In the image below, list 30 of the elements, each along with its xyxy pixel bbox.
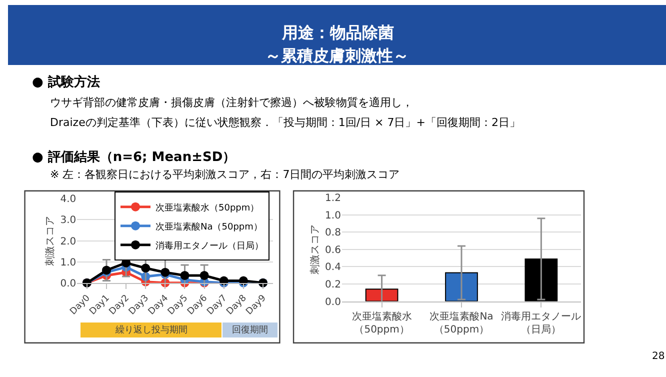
legend-label: 次亜塩素酸水（50ppm） [155,202,260,214]
x-tick-label: 次亜塩素酸水（50ppm） [352,310,412,336]
y-tick-label: 0.6 [325,244,341,256]
y-axis-title: 刺激スコア [309,224,322,274]
y-tick-label: 0.0 [325,296,341,308]
text: Draizeの判定基準（下表）に従い状態観察．「投与期間：1回/日 × 7日」+「回復期間：2日」 [50,116,520,129]
y-tick-label: 1.0 [325,210,341,222]
y-tick-label: 3.0 [60,215,76,226]
y-tick-label: 4.0 [60,194,76,206]
legend-label: 次亜塩素酸Na（50ppm） [155,221,262,232]
text: ※ 左：各観察日における平均刺激スコア，右：7日間の平均刺激スコア [50,168,400,181]
y-tick-label: 0.4 [325,262,341,274]
y-tick-label: 1.0 [60,257,76,268]
text: 28 [652,351,665,362]
text: ウサギ背部の健常皮膚・損傷皮膚（注射針で擦過）へ被験物質を適用し， [50,96,413,109]
x-tick-label: 次亜塩素酸Na（50ppm） [430,310,494,336]
y-tick-label: 2.0 [60,236,76,248]
y-tick-label: 0.2 [325,279,341,290]
x-tick-label: 消毒用エタノール（日局） [501,310,582,336]
y-tick-label: 1.2 [325,193,341,204]
text: 繰り返し投与期間 [114,324,188,336]
y-axis-title: 刺激スコア [44,216,56,266]
y-tick-label: 0.0 [60,278,76,290]
text: ● 試験方法 [32,74,100,90]
text: ● 評価結果（n=6; Mean±SD） [32,149,236,165]
y-tick-label: 0.8 [325,228,341,239]
text: 回復期間 [232,324,268,336]
text: 用途：物品除菌 [281,23,394,42]
legend-label: 消毒用エタノール（日局） [155,240,264,252]
text: ～累積皮膚刺激性～ [265,46,409,65]
